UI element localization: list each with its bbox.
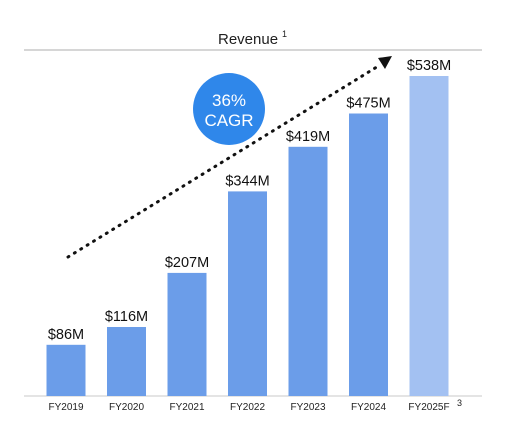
chart-title: Revenue bbox=[218, 31, 278, 48]
bar-fy2025f bbox=[409, 76, 449, 396]
x-tick-fy2023: FY2023 bbox=[290, 402, 325, 413]
x-tick-fy2020: FY2020 bbox=[109, 402, 144, 413]
bar-fy2021 bbox=[167, 272, 207, 396]
data-label-fy2024: $475M bbox=[346, 96, 390, 112]
cagr-label: CAGR bbox=[204, 111, 253, 130]
x-tick-fy2024: FY2024 bbox=[351, 402, 386, 413]
data-label-fy2022: $344M bbox=[225, 173, 269, 189]
cagr-badge bbox=[193, 73, 265, 145]
data-label-fy2025f: $538M bbox=[407, 58, 451, 74]
data-label-fy2021: $207M bbox=[165, 255, 209, 271]
trend-arrow-line bbox=[66, 63, 382, 259]
trend-arrowhead-icon bbox=[378, 56, 392, 69]
chart-title-superscript: 1 bbox=[282, 29, 287, 39]
x-tick-fy2025f: FY2025F bbox=[408, 402, 449, 413]
data-label-fy2020: $116M bbox=[105, 309, 148, 325]
x-tick-superscript: 3 bbox=[457, 398, 462, 408]
x-tick-fy2021: FY2021 bbox=[169, 402, 204, 413]
data-label-fy2023: $419M bbox=[286, 129, 330, 145]
data-label-fy2019: $86M bbox=[48, 327, 84, 343]
bar-fy2022 bbox=[228, 191, 267, 396]
x-tick-labels-group: FY2019 FY2020 FY2021 FY2022 FY2023 FY2024 FY20… bbox=[48, 398, 462, 413]
bar-fy2024 bbox=[349, 113, 388, 396]
bars-group bbox=[46, 76, 449, 396]
cagr-value: 36% bbox=[212, 91, 246, 110]
x-tick-fy2019: FY2019 bbox=[48, 402, 83, 413]
bar-fy2019 bbox=[46, 344, 86, 396]
bar-fy2023 bbox=[288, 146, 328, 396]
x-tick-fy2022: FY2022 bbox=[230, 402, 265, 413]
bar-fy2020 bbox=[107, 327, 146, 396]
value-labels-group: $86M $116M $207M $344M $419M $475M $538M bbox=[48, 58, 451, 343]
